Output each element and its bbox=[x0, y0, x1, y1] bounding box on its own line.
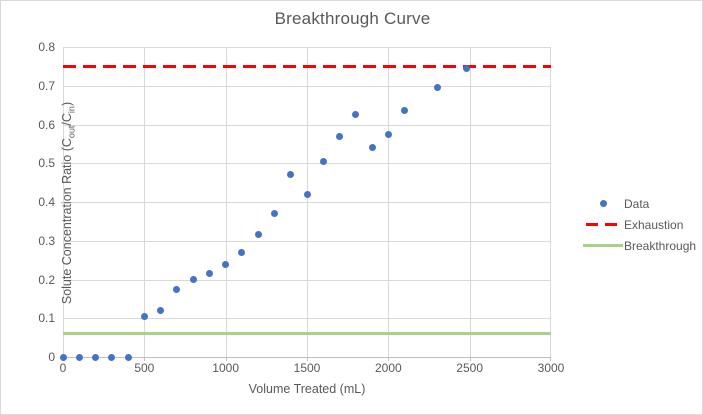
data-point[interactable] bbox=[368, 144, 376, 152]
x-axis-tick-label: 2500 bbox=[456, 361, 483, 375]
x-axis-tick-label: 3000 bbox=[537, 361, 565, 375]
plot-area bbox=[59, 47, 551, 361]
x-axis-tick-mark bbox=[307, 357, 308, 361]
y-axis-tick-label: 0.7 bbox=[38, 78, 55, 93]
data-point[interactable] bbox=[173, 285, 181, 293]
x-axis-tick-label: 2000 bbox=[374, 361, 402, 375]
x-axis-tick-mark bbox=[144, 357, 146, 361]
data-point[interactable] bbox=[108, 353, 116, 361]
gridline-vertical bbox=[144, 47, 146, 357]
data-point[interactable] bbox=[124, 353, 132, 361]
breakthrough-line[interactable] bbox=[63, 332, 551, 336]
chart-title: Breakthrough Curve bbox=[274, 9, 431, 28]
gridline-vertical bbox=[388, 47, 390, 357]
y-axis-tick-label: 0.3 bbox=[38, 233, 55, 248]
y-axis-title: Solute Concentration Ratio (Cout/Cin) bbox=[60, 53, 77, 353]
y-axis-tick-label: 0.4 bbox=[38, 195, 55, 209]
data-point[interactable] bbox=[336, 132, 344, 140]
x-axis-tick-label: 1500 bbox=[293, 361, 321, 375]
data-marker-icon bbox=[583, 200, 623, 207]
y-axis-title-mid: /C bbox=[60, 113, 74, 126]
exhaustion-line[interactable] bbox=[63, 64, 551, 68]
data-point[interactable] bbox=[157, 307, 165, 314]
y-axis-tick-label: 0.1 bbox=[38, 311, 55, 326]
y-axis-title-sub-out: out bbox=[66, 125, 77, 139]
legend-item-exhaustion[interactable]: Exhaustion bbox=[583, 214, 696, 235]
x-axis-title: Volume Treated (mL) bbox=[248, 382, 366, 396]
data-point[interactable] bbox=[433, 84, 441, 92]
x-axis-tick-label: 0 bbox=[59, 361, 67, 375]
data-point[interactable] bbox=[384, 130, 392, 138]
y-axis-title-sub-in: in bbox=[66, 106, 77, 114]
y-axis-title-text: Solute Concentration Ratio (C bbox=[60, 138, 74, 305]
legend: Data Exhaustion Breakthrough bbox=[583, 193, 696, 256]
data-point[interactable] bbox=[319, 157, 327, 165]
data-point[interactable] bbox=[270, 210, 278, 218]
data-point[interactable] bbox=[303, 190, 311, 198]
x-axis-tick-mark bbox=[225, 357, 227, 361]
gridline-vertical bbox=[550, 47, 551, 357]
x-axis-tick-label: 1000 bbox=[212, 361, 239, 375]
x-axis-tick-mark bbox=[550, 357, 551, 361]
data-point[interactable] bbox=[140, 312, 148, 320]
data-point[interactable] bbox=[205, 270, 213, 278]
data-point[interactable] bbox=[75, 353, 83, 361]
y-axis-tick-label: 0.8 bbox=[38, 40, 55, 54]
gridline-vertical bbox=[225, 47, 227, 357]
y-axis-title-suffix: ) bbox=[60, 101, 74, 107]
data-point[interactable] bbox=[352, 111, 360, 119]
breakthrough-solid-line-icon bbox=[583, 244, 623, 247]
data-point[interactable] bbox=[238, 248, 246, 256]
legend-label-breakthrough: Breakthrough bbox=[624, 238, 697, 253]
data-point[interactable] bbox=[401, 107, 409, 115]
x-axis-tick-mark bbox=[388, 357, 390, 361]
gridline-vertical bbox=[469, 47, 471, 357]
data-point[interactable] bbox=[254, 231, 262, 239]
x-axis-tick-mark bbox=[469, 357, 471, 361]
data-point[interactable] bbox=[59, 353, 67, 361]
legend-item-data[interactable]: Data bbox=[583, 193, 696, 214]
data-point[interactable] bbox=[189, 276, 197, 283]
x-axis-tick-label: 500 bbox=[134, 361, 155, 375]
data-point[interactable] bbox=[222, 260, 230, 268]
legend-label-data: Data bbox=[624, 196, 650, 211]
data-point[interactable] bbox=[92, 353, 100, 361]
y-axis-tick-label: 0.5 bbox=[38, 156, 55, 171]
legend-label-exhaustion: Exhaustion bbox=[624, 217, 684, 232]
data-point[interactable] bbox=[287, 171, 295, 179]
y-axis-tick-label: 0.2 bbox=[38, 272, 55, 287]
y-axis-tick-label: 0.6 bbox=[38, 117, 55, 132]
y-axis-tick-label: 0 bbox=[48, 350, 55, 364]
gridline-vertical bbox=[63, 47, 64, 357]
gridline-vertical bbox=[307, 47, 308, 357]
legend-item-breakthrough[interactable]: Breakthrough bbox=[583, 235, 696, 256]
exhaustion-dashed-line-icon bbox=[583, 223, 623, 226]
data-point[interactable] bbox=[462, 64, 470, 72]
